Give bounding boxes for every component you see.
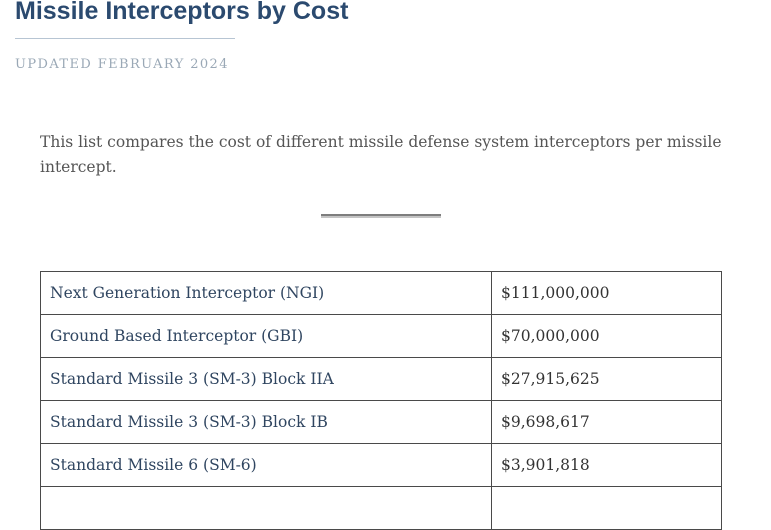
interceptor-name-cell: Standard Missile 3 (SM-3) Block IIA <box>40 357 492 401</box>
table-row: Standard Missile 6 (SM-6) $3,901,818 <box>40 443 722 487</box>
table-row: Standard Missile 3 (SM-3) Block IIA $27,… <box>40 357 722 401</box>
interceptor-name-cell: Standard Missile 3 (SM-3) Block IB <box>40 400 492 444</box>
interceptor-cost-table: Next Generation Interceptor (NGI) $111,0… <box>40 271 722 530</box>
table-row <box>40 486 722 530</box>
interceptor-name-cell: Ground Based Interceptor (GBI) <box>40 314 492 358</box>
interceptor-cost-cell: $70,000,000 <box>491 314 722 358</box>
section-divider <box>321 214 441 218</box>
interceptor-cost-cell <box>491 486 722 530</box>
interceptor-cost-cell: $27,915,625 <box>491 357 722 401</box>
interceptor-name-cell: Standard Missile 6 (SM-6) <box>40 443 492 487</box>
table-row: Next Generation Interceptor (NGI) $111,0… <box>40 271 722 315</box>
interceptor-cost-cell: $9,698,617 <box>491 400 722 444</box>
page-title: Missile Interceptors by Cost <box>15 0 349 25</box>
interceptor-name-cell <box>40 486 492 530</box>
table-row: Standard Missile 3 (SM-3) Block IB $9,69… <box>40 400 722 444</box>
table-row: Ground Based Interceptor (GBI) $70,000,0… <box>40 314 722 358</box>
interceptor-name-cell: Next Generation Interceptor (NGI) <box>40 271 492 315</box>
intro-paragraph: This list compares the cost of different… <box>40 133 722 176</box>
interceptor-cost-cell: $3,901,818 <box>491 443 722 487</box>
updated-date: UPDATED FEBRUARY 2024 <box>15 57 229 72</box>
interceptor-cost-cell: $111,000,000 <box>491 271 722 315</box>
title-underline <box>15 38 235 39</box>
